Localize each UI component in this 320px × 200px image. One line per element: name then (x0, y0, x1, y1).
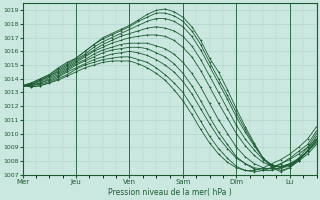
X-axis label: Pression niveau de la mer( hPa ): Pression niveau de la mer( hPa ) (108, 188, 231, 197)
